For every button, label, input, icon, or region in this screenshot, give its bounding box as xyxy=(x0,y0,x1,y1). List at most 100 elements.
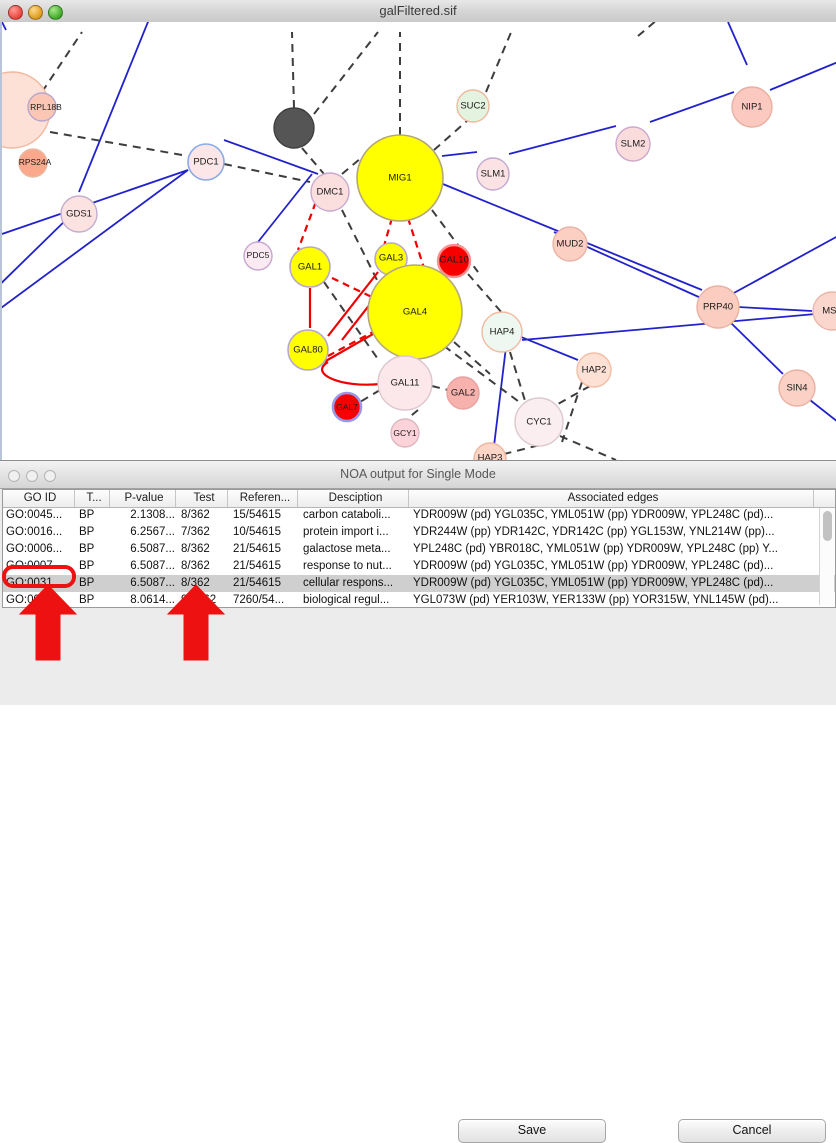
node-NIP1[interactable] xyxy=(731,86,773,128)
column-header-type[interactable]: T... xyxy=(79,490,110,507)
node-label-SLM2: SLM2 xyxy=(621,139,646,150)
cell-edges: YGL073W (pd) YER103W, YER133W (pp) YOR31… xyxy=(413,594,779,606)
cell-edges: YDR009W (pd) YGL035C, YML051W (pp) YDR00… xyxy=(413,577,774,589)
node-unlabeled-dark[interactable] xyxy=(273,107,315,149)
noa-close-button[interactable] xyxy=(8,470,20,482)
cell-go_id: GO:0016... xyxy=(6,526,63,538)
column-header-pvalue[interactable]: P-value xyxy=(113,490,176,507)
cell-reference: 15/54615 xyxy=(233,509,281,521)
minimize-window-button[interactable] xyxy=(28,5,43,20)
node-label-MIG1: MIG1 xyxy=(388,173,411,184)
cell-description: galactose meta... xyxy=(303,543,391,555)
node-label-PDC5: PDC5 xyxy=(247,250,270,260)
node-GAL2[interactable] xyxy=(446,376,480,410)
close-window-button[interactable] xyxy=(8,5,23,20)
column-header-edges[interactable]: Associated edges xyxy=(413,490,814,507)
cell-type: BP xyxy=(79,560,95,572)
node-GDS1[interactable] xyxy=(60,195,98,233)
node-RPS24A[interactable] xyxy=(18,148,48,178)
cell-test: 94/362 xyxy=(181,594,217,606)
node-GAL11[interactable] xyxy=(377,355,433,411)
node-MSL5[interactable] xyxy=(812,291,836,331)
node-PDC1[interactable] xyxy=(187,143,225,181)
column-header-go_id[interactable]: GO ID xyxy=(6,490,75,507)
cell-reference: 21/54615 xyxy=(233,560,281,572)
node-label-GAL3: GAL3 xyxy=(379,253,403,264)
cell-test: 8/362 xyxy=(181,577,210,589)
node-label-GAL4: GAL4 xyxy=(403,307,427,318)
protein-dna-edges xyxy=(41,22,657,460)
cell-test: 8/362 xyxy=(181,509,210,521)
node-GAL10[interactable] xyxy=(436,243,472,279)
table-row[interactable]: GO:0016... BP 6.2567... 7/362 10/54615 protei… xyxy=(3,524,835,541)
cell-type: BP xyxy=(79,577,95,589)
cell-description: biological regul... xyxy=(303,594,390,606)
cell-description: carbon cataboli... xyxy=(303,509,391,521)
noa-output-dialog: NOA output for Single Mode GO ID T... P-va… xyxy=(0,460,836,1143)
table-body[interactable]: GO:0045... BP 2.1308... 8/362 15/54615 carbon… xyxy=(3,507,835,606)
noa-minimize-button[interactable] xyxy=(26,470,38,482)
table-vertical-scrollbar[interactable] xyxy=(819,508,834,605)
node-PDC5[interactable] xyxy=(243,241,273,271)
noa-dialog-title: NOA output for Single Mode xyxy=(340,467,496,481)
cell-type: BP xyxy=(79,509,95,521)
noa-dialog-titlebar: NOA output for Single Mode xyxy=(0,461,836,489)
node-HAP4[interactable] xyxy=(481,311,523,353)
cell-reference: 21/54615 xyxy=(233,543,281,555)
cell-edges: YPL248C (pd) YBR018C, YML051W (pp) YDR00… xyxy=(413,543,779,555)
node-MUD2[interactable] xyxy=(552,226,588,262)
node-GAL7[interactable] xyxy=(331,391,363,423)
results-table[interactable]: GO ID T... P-value Test Referen... Desciption… xyxy=(2,489,836,608)
node-GAL80[interactable] xyxy=(287,329,329,371)
node-label-GAL7: GAL7 xyxy=(336,402,358,412)
node-label-RPS24A: RPS24A xyxy=(19,157,52,167)
cell-edges: YDR244W (pp) YDR142C, YDR142C (pp) YGL15… xyxy=(413,526,775,538)
node-label-HAP3: HAP3 xyxy=(478,453,503,461)
node-GCY1[interactable] xyxy=(390,418,420,448)
node-PRP40[interactable] xyxy=(696,285,740,329)
node-MIG1[interactable] xyxy=(356,134,444,222)
table-row[interactable]: GO:0065... BP 8.0614... 94/362 7260/54... bio… xyxy=(3,592,835,607)
network-nodes[interactable]: RPL18B RPS24A GDS1 PDC1 PDC5 DMC1 MIG1 S… xyxy=(2,71,836,461)
node-label-SLM1: SLM1 xyxy=(481,169,506,180)
node-RPL18B[interactable] xyxy=(27,92,57,122)
cell-description: response to nut... xyxy=(303,560,392,572)
column-header-description[interactable]: Desciption xyxy=(303,490,409,507)
node-label-GAL11: GAL11 xyxy=(391,378,420,389)
column-header-test[interactable]: Test xyxy=(181,490,228,507)
node-SUC2[interactable] xyxy=(456,89,490,123)
cell-description: cellular respons... xyxy=(303,577,394,589)
window-title: galFiltered.sif xyxy=(379,3,457,18)
node-SIN4[interactable] xyxy=(778,369,816,407)
cell-go_id: GO:0007... xyxy=(6,560,63,572)
table-row[interactable]: GO:0031... BP 6.5087... 8/362 21/54615 cellul… xyxy=(3,575,835,592)
node-label-PRP40: PRP40 xyxy=(703,302,733,313)
node-label-DMC1: DMC1 xyxy=(317,187,344,198)
cell-test: 8/362 xyxy=(181,560,210,572)
network-graph-svg[interactable]: RPL18B RPS24A GDS1 PDC1 PDC5 DMC1 MIG1 S… xyxy=(2,22,836,460)
cell-test: 7/362 xyxy=(181,526,210,538)
cancel-button[interactable]: Cancel xyxy=(678,1119,826,1143)
node-HAP3[interactable] xyxy=(473,442,507,460)
table-row[interactable]: GO:0006... BP 6.5087... 8/362 21/54615 galact… xyxy=(3,541,835,558)
network-canvas[interactable]: RPL18B RPS24A GDS1 PDC1 PDC5 DMC1 MIG1 S… xyxy=(0,22,836,460)
node-HAP2[interactable] xyxy=(576,352,612,388)
node-SLM1[interactable] xyxy=(476,157,510,191)
node-DMC1[interactable] xyxy=(310,172,350,212)
table-row[interactable]: GO:0007... BP 6.5087... 8/362 21/54615 respon… xyxy=(3,558,835,575)
noa-maximize-button[interactable] xyxy=(44,470,56,482)
node-label-SIN4: SIN4 xyxy=(786,383,807,394)
cell-type: BP xyxy=(79,594,95,606)
cell-type: BP xyxy=(79,543,95,555)
node-SLM2[interactable] xyxy=(615,126,651,162)
column-header-reference[interactable]: Referen... xyxy=(233,490,298,507)
cell-pvalue: 8.0614... xyxy=(130,594,175,606)
table-row[interactable]: GO:0045... BP 2.1308... 8/362 15/54615 carbon… xyxy=(3,507,835,524)
maximize-window-button[interactable] xyxy=(48,5,63,20)
save-button[interactable]: Save xyxy=(458,1119,606,1143)
node-label-GAL80: GAL80 xyxy=(293,345,323,356)
node-CYC1[interactable] xyxy=(514,397,564,447)
cell-pvalue: 6.5087... xyxy=(130,560,175,572)
node-GAL1[interactable] xyxy=(289,246,331,288)
scrollbar-thumb[interactable] xyxy=(823,511,832,541)
